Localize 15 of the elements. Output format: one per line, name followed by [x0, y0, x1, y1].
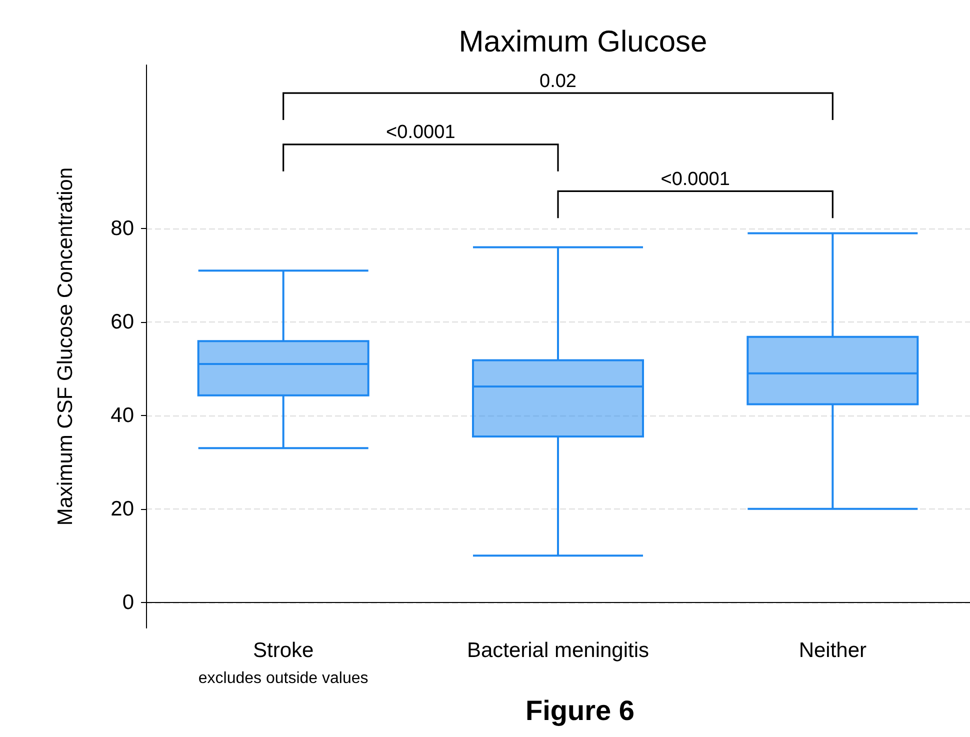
caption: Figure 6 — [526, 695, 634, 727]
y-axis-title: Maximum CSF Glucose Concentration — [54, 167, 77, 526]
text: excludes outside values — [198, 670, 368, 688]
y-tick-label: 60 — [110, 310, 134, 334]
x-tick-label: Bacterial meningitis — [466, 639, 650, 662]
y-tick-label: 80 — [110, 217, 134, 240]
annotation: <0.0001 — [660, 169, 730, 192]
chart-title: Maximum Glucose — [458, 26, 708, 58]
x-tick-label: Neither — [798, 639, 867, 662]
x-tick-label: Stroke — [252, 639, 314, 662]
annotation: 0.02 — [540, 71, 576, 94]
y-tick-label: 0 — [122, 590, 134, 614]
annotation: <0.0001 — [386, 122, 456, 144]
y-tick-label: 20 — [110, 497, 134, 520]
y-tick-label: 40 — [110, 404, 134, 427]
